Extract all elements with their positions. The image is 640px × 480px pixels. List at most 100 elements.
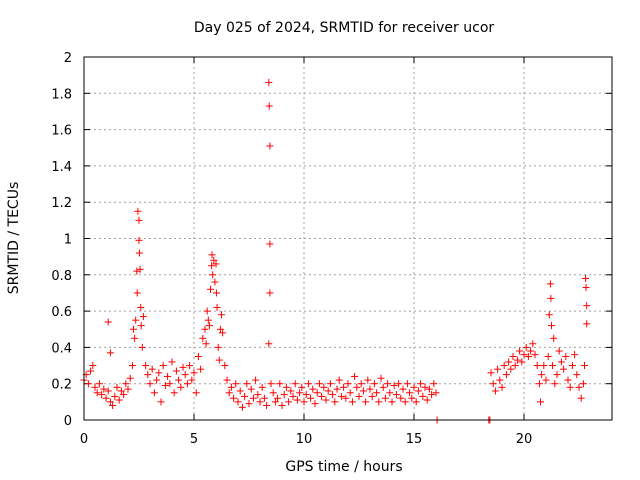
data-point (430, 380, 438, 388)
data-point (410, 383, 418, 391)
plot-frame (83, 56, 613, 421)
data-point (293, 396, 301, 404)
data-point (260, 394, 268, 402)
data-point (304, 380, 312, 388)
data-point (566, 383, 574, 391)
data-point (545, 311, 553, 319)
data-point (236, 387, 244, 395)
data-point (368, 392, 376, 400)
data-point (550, 334, 558, 342)
data-point (164, 372, 172, 380)
data-point (95, 380, 103, 388)
data-point (562, 352, 570, 360)
tick-labels: 00.20.40.60.811.21.41.61.820 5 10 15 20 (51, 51, 532, 447)
data-point (507, 365, 515, 373)
data-point (335, 376, 343, 384)
data-point (126, 374, 134, 382)
data-point (366, 385, 374, 393)
data-point (583, 320, 591, 328)
data-point (133, 267, 141, 275)
data-point (353, 383, 361, 391)
data-point (172, 367, 180, 375)
data-point (131, 334, 139, 342)
data-point (159, 362, 167, 370)
data-point (522, 343, 530, 351)
data-point (124, 385, 132, 393)
data-point (560, 365, 568, 373)
data-point (538, 371, 546, 379)
data-point (315, 380, 323, 388)
data-point (137, 322, 145, 330)
data-point (377, 374, 385, 382)
data-point (417, 380, 425, 388)
data-point (170, 389, 178, 397)
x-tick-label: 0 (80, 432, 88, 447)
data-point (192, 389, 200, 397)
data-point (581, 362, 588, 370)
data-point (144, 371, 152, 379)
data-point (214, 343, 222, 351)
data-point (425, 385, 433, 393)
data-point (130, 325, 137, 333)
y-tick-label: 0.2 (51, 378, 72, 393)
data-point (155, 369, 163, 377)
data-point (219, 329, 227, 337)
data-point (138, 343, 146, 351)
data-point (386, 389, 394, 397)
data-point (216, 325, 224, 333)
data-point (348, 398, 356, 406)
data-point (267, 380, 275, 388)
data-point (282, 383, 290, 391)
data-point (362, 398, 370, 406)
data-point (551, 380, 559, 388)
data-point (254, 391, 262, 399)
data-point (274, 394, 282, 402)
data-point (215, 356, 223, 364)
data-point (540, 362, 548, 370)
data-point (136, 265, 144, 273)
data-point (496, 376, 504, 384)
data-point (202, 340, 210, 348)
data-point (128, 362, 136, 370)
data-point (375, 398, 383, 406)
data-point (218, 311, 225, 319)
data-point (582, 284, 590, 292)
data-point (423, 396, 431, 404)
data-point (157, 398, 165, 406)
data-point (263, 401, 271, 409)
data-point (168, 358, 176, 366)
data-point (133, 289, 141, 297)
data-point (351, 372, 359, 380)
data-point (179, 363, 187, 371)
data-point (498, 383, 506, 391)
data-point (210, 256, 218, 264)
data-point (258, 383, 266, 391)
data-point (199, 334, 207, 342)
data-point (135, 249, 143, 257)
data-point (373, 389, 381, 397)
data-point (318, 392, 326, 400)
x-axis-title: GPS time / hours (285, 459, 402, 475)
data-point (204, 316, 212, 324)
data-point (403, 380, 411, 388)
data-point (249, 394, 257, 402)
data-point (324, 387, 332, 395)
data-point (384, 380, 392, 388)
data-point (513, 356, 521, 364)
y-tick-label: 0.8 (51, 269, 72, 284)
data-point (269, 389, 277, 397)
data-point (241, 392, 249, 400)
data-point (232, 380, 240, 388)
y-tick-label: 1.6 (51, 124, 72, 139)
data-point (243, 380, 251, 388)
data-point (134, 207, 142, 215)
data-point (531, 351, 539, 359)
data-point (406, 389, 414, 397)
data-point (419, 392, 427, 400)
data-point (285, 398, 293, 406)
data-point (548, 322, 555, 330)
data-point (421, 383, 429, 391)
data-point (331, 398, 339, 406)
data-point (208, 262, 216, 270)
data-point (225, 389, 233, 397)
